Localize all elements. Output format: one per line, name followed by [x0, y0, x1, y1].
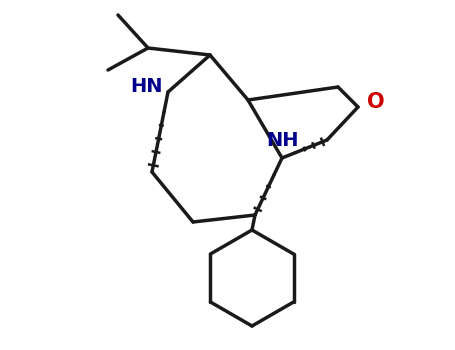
- Text: O: O: [367, 92, 385, 112]
- Text: HN: HN: [130, 77, 162, 97]
- Text: NH: NH: [266, 131, 298, 149]
